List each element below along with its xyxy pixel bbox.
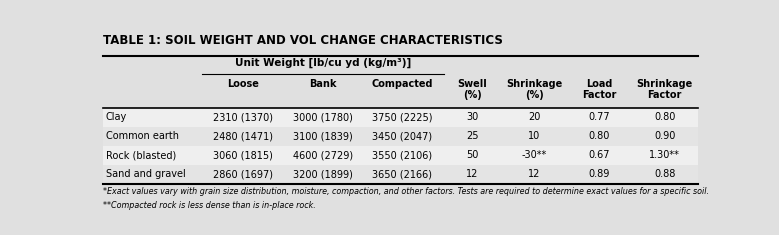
Text: **Compacted rock is less dense than is in-place rock.: **Compacted rock is less dense than is i…	[104, 201, 316, 210]
Text: 30: 30	[466, 112, 478, 122]
Text: Loose: Loose	[227, 79, 259, 89]
Text: 2860 (1697): 2860 (1697)	[213, 169, 273, 179]
Text: 3650 (2166): 3650 (2166)	[372, 169, 432, 179]
Text: 1.30**: 1.30**	[649, 150, 680, 160]
Text: 3200 (1899): 3200 (1899)	[293, 169, 353, 179]
Bar	[104, 127, 698, 146]
Text: Bank: Bank	[309, 79, 337, 89]
Text: TABLE 1: SOIL WEIGHT AND VOL CHANGE CHARACTERISTICS: TABLE 1: SOIL WEIGHT AND VOL CHANGE CHAR…	[104, 34, 503, 47]
Text: Compacted: Compacted	[372, 79, 433, 89]
Text: 3000 (1780): 3000 (1780)	[293, 112, 353, 122]
Text: 0.89: 0.89	[589, 169, 610, 179]
Text: 3450 (2047): 3450 (2047)	[372, 131, 432, 141]
Text: Load
Factor: Load Factor	[583, 79, 617, 101]
Text: Shrinkage
(%): Shrinkage (%)	[506, 79, 562, 101]
Text: Unit Weight [lb/cu yd (kg/m³)]: Unit Weight [lb/cu yd (kg/m³)]	[234, 58, 411, 68]
Text: 0.77: 0.77	[589, 112, 610, 122]
Text: 2480 (1471): 2480 (1471)	[213, 131, 273, 141]
Text: 4600 (2729): 4600 (2729)	[293, 150, 353, 160]
Bar	[104, 108, 698, 127]
Text: -30**: -30**	[522, 150, 547, 160]
Text: 0.88: 0.88	[654, 169, 675, 179]
Text: Clay: Clay	[106, 112, 127, 122]
Text: 3750 (2225): 3750 (2225)	[372, 112, 432, 122]
Text: 0.90: 0.90	[654, 131, 675, 141]
Text: 12: 12	[528, 169, 541, 179]
Text: 50: 50	[466, 150, 478, 160]
Text: Rock (blasted): Rock (blasted)	[106, 150, 176, 160]
Bar	[104, 146, 698, 165]
Text: 25: 25	[466, 131, 478, 141]
Text: 0.67: 0.67	[589, 150, 610, 160]
Text: 12: 12	[466, 169, 478, 179]
Text: Swell
(%): Swell (%)	[457, 79, 487, 101]
Text: 20: 20	[528, 112, 541, 122]
Text: *Exact values vary with grain size distribution, moisture, compaction, and other: *Exact values vary with grain size distr…	[104, 188, 710, 196]
Text: 10: 10	[528, 131, 541, 141]
Text: Sand and gravel: Sand and gravel	[106, 169, 185, 179]
Text: Shrinkage
Factor: Shrinkage Factor	[636, 79, 693, 101]
Text: 3100 (1839): 3100 (1839)	[293, 131, 353, 141]
Text: 2310 (1370): 2310 (1370)	[213, 112, 273, 122]
Text: 0.80: 0.80	[654, 112, 675, 122]
Bar	[104, 165, 698, 184]
Text: Common earth: Common earth	[106, 131, 179, 141]
Text: 3550 (2106): 3550 (2106)	[372, 150, 432, 160]
Text: 3060 (1815): 3060 (1815)	[213, 150, 273, 160]
Text: 0.80: 0.80	[589, 131, 610, 141]
